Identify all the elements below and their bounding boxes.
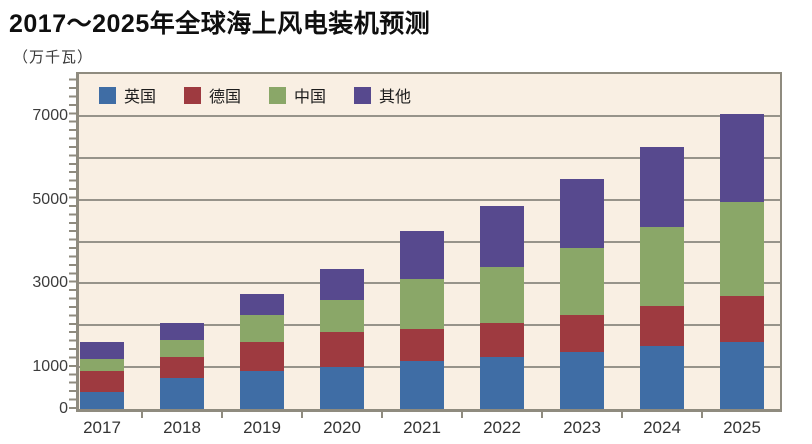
legend-label: 英国 (124, 89, 157, 106)
bar-segment-2025-德国 (720, 295, 764, 342)
gridline-6000 (79, 156, 780, 159)
bar-segment-2024-德国 (640, 306, 684, 347)
bar-2025 (720, 113, 764, 409)
bar-2019 (240, 293, 284, 409)
bar-segment-2018-中国 (160, 339, 204, 357)
bar-segment-2018-德国 (160, 356, 204, 378)
y-axis-label-7000: 7000 (32, 106, 68, 124)
bar-segment-2022-英国 (480, 356, 524, 409)
x-axis-label-2025: 2025 (723, 418, 761, 437)
y-axis-minor-ticks (69, 72, 76, 409)
x-axis-tick (461, 412, 463, 418)
x-axis-label-2020: 2020 (323, 418, 361, 437)
plot-area: 英国 德国 中国 其他 (76, 72, 782, 412)
bar-segment-2020-德国 (320, 331, 364, 368)
bar-segment-2024-中国 (640, 226, 684, 307)
bar-segment-2023-其他 (560, 178, 604, 248)
y-axis-label-0: 0 (59, 400, 68, 417)
bar-segment-2019-英国 (240, 371, 284, 409)
x-axis-label-2019: 2019 (243, 418, 281, 437)
y-axis-unit-label: （万千瓦） (13, 49, 94, 66)
x-axis-tick (701, 412, 703, 418)
x-axis-tick (141, 412, 143, 418)
bar-segment-2019-其他 (240, 293, 284, 315)
x-axis-label-2021: 2021 (403, 418, 441, 437)
bar-2017 (80, 342, 124, 409)
bar-segment-2024-其他 (640, 147, 684, 227)
bar-segment-2025-中国 (720, 201, 764, 296)
x-axis-label-2023: 2023 (563, 418, 601, 437)
x-axis-label-2024: 2024 (643, 418, 681, 437)
y-axis-label-3000: 3000 (32, 274, 68, 292)
bar-segment-2020-中国 (320, 300, 364, 332)
bar-segment-2025-其他 (720, 113, 764, 202)
legend-label: 其他 (379, 89, 412, 106)
legend-swatch-icon (184, 86, 202, 104)
legend-item-英国: 英国 (99, 83, 156, 107)
bar-segment-2022-德国 (480, 323, 524, 357)
bar-2022 (480, 205, 524, 409)
bar-segment-2017-其他 (80, 342, 124, 359)
bar-segment-2021-英国 (400, 360, 444, 409)
legend-swatch-icon (99, 86, 116, 104)
legend-swatch-icon (354, 86, 372, 104)
legend-label: 中国 (294, 89, 327, 106)
legend-item-其他: 其他 (354, 83, 411, 107)
bar-segment-2020-英国 (320, 367, 364, 409)
bar-2024 (640, 147, 684, 409)
y-axis-label-1000: 1000 (32, 358, 68, 376)
gridline-5000 (79, 198, 780, 201)
legend-label: 德国 (209, 89, 242, 106)
bar-segment-2023-英国 (560, 352, 604, 409)
bar-segment-2017-英国 (80, 392, 124, 409)
bar-segment-2021-德国 (400, 329, 444, 361)
legend-item-中国: 中国 (269, 83, 326, 107)
bar-segment-2020-其他 (320, 268, 364, 301)
x-axis-label-2017: 2017 (83, 418, 121, 437)
bar-segment-2017-德国 (80, 371, 124, 393)
bar-segment-2023-德国 (560, 314, 604, 353)
legend-item-德国: 德国 (184, 83, 241, 107)
bar-segment-2025-英国 (720, 342, 764, 409)
bar-segment-2023-中国 (560, 247, 604, 315)
y-axis-label-5000: 5000 (32, 190, 68, 208)
bar-segment-2017-中国 (80, 358, 124, 372)
bar-segment-2022-中国 (480, 266, 524, 324)
bar-segment-2019-中国 (240, 314, 284, 342)
bar-2023 (560, 178, 604, 409)
bar-segment-2021-其他 (400, 231, 444, 280)
bar-segment-2022-其他 (480, 205, 524, 267)
bar-2021 (400, 231, 444, 409)
bar-2018 (160, 323, 204, 409)
chart-title: 2017～2025年全球海上风电装机预测 (9, 10, 431, 38)
x-axis-label-2022: 2022 (483, 418, 521, 437)
bar-segment-2024-英国 (640, 346, 684, 409)
legend-swatch-icon (269, 86, 287, 104)
x-axis-tick (621, 412, 623, 418)
x-axis-tick (381, 412, 383, 418)
bar-segment-2021-中国 (400, 279, 444, 330)
x-axis-tick (221, 412, 223, 418)
x-axis-tick (541, 412, 543, 418)
bar-2020 (320, 268, 364, 409)
gridline-7000 (79, 114, 780, 117)
legend: 英国 德国 中国 其他 (99, 83, 411, 107)
bar-segment-2018-英国 (160, 377, 204, 409)
x-axis-label-2018: 2018 (163, 418, 201, 437)
x-axis-tick (301, 412, 303, 418)
bar-segment-2018-其他 (160, 323, 204, 340)
bar-segment-2019-德国 (240, 342, 284, 372)
